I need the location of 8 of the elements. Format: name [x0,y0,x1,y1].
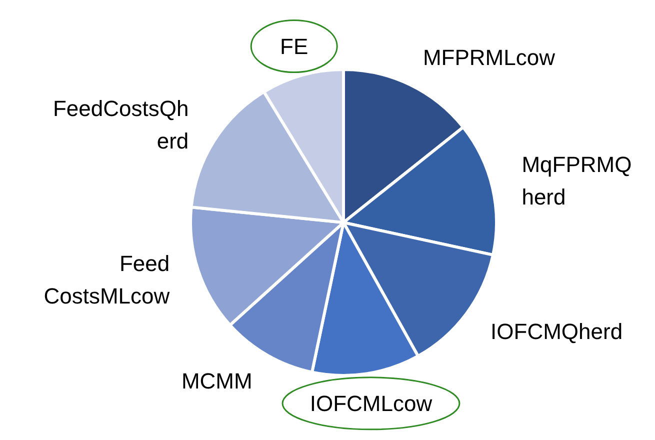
slice-label: FE [280,34,308,59]
slice-label: MFPRMLcow [422,45,556,70]
slice-label: Feed CostsMLcow [44,250,170,308]
slice-label: MCMM [181,368,252,394]
slice-label: MqFPRMQ herd [522,152,632,210]
slice-label: FeedCostsQh erd [52,96,189,154]
slice-label: IOFCMQherd [490,318,623,344]
slice-label: IOFCMLcow [310,390,432,416]
